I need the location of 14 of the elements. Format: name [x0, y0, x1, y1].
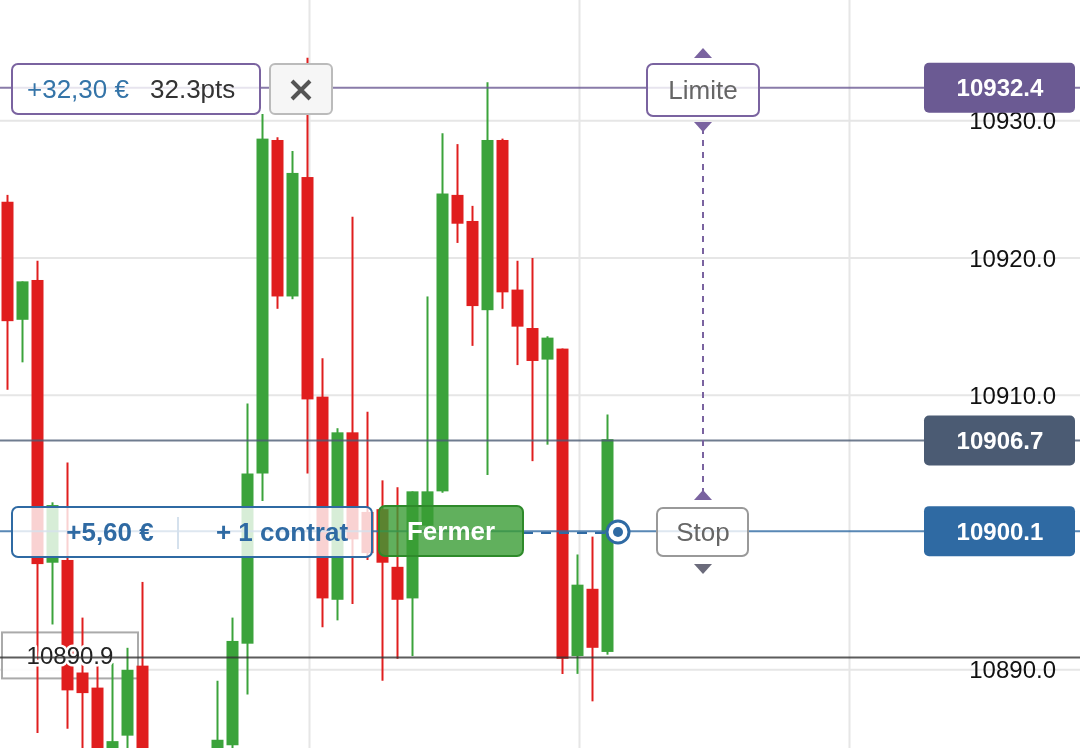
ref-line-label: 10906.7 — [956, 427, 1044, 455]
annotation: +5,60 € — [66, 517, 154, 548]
y-tick-label: 10910.0 — [969, 381, 1056, 409]
y-tick-label: 10930.0 — [969, 107, 1056, 135]
annotation: Fermer — [406, 516, 496, 547]
annotation: + 1 contrat — [215, 517, 349, 548]
annotation: Stop — [676, 517, 730, 548]
y-tick-label: 10890.0 — [969, 656, 1056, 684]
y-tick-label: 10920.0 — [969, 244, 1056, 272]
annotation: 32.3pts — [150, 74, 236, 105]
ref-line-label: 10932.4 — [956, 74, 1045, 102]
annotation: +32,30 € — [27, 74, 130, 105]
annotation: Limite — [668, 75, 738, 106]
ref-line-label: 10900.1 — [956, 517, 1044, 545]
